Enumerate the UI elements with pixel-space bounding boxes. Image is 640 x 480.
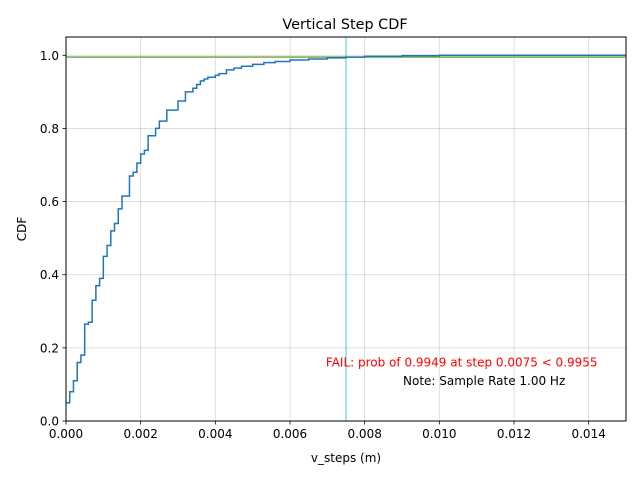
y-tick-label: 0.4 [40, 268, 59, 282]
x-tick-label: 0.002 [123, 427, 157, 441]
y-tick-label: 0.2 [40, 341, 59, 355]
x-tick-label: 0.008 [347, 427, 381, 441]
y-axis-ticks: 0.0 0.2 0.4 0.6 0.8 1.0 [40, 49, 66, 429]
x-axis-ticks: 0.000 0.002 0.004 0.006 0.008 0.010 0.012 0.014 [49, 421, 606, 441]
annotations: FAIL: prob of 0.9949 at step 0.0075 < 0.… [326, 355, 598, 387]
chart-title: Vertical Step CDF [282, 17, 407, 33]
x-axis-label: v_steps (m) [311, 451, 381, 465]
sample-rate-note: Note: Sample Rate 1.00 Hz [403, 374, 565, 388]
y-tick-label: 1.0 [40, 49, 59, 63]
y-tick-label: 0.0 [40, 415, 59, 429]
y-tick-label: 0.6 [40, 195, 59, 209]
x-tick-label: 0.006 [273, 427, 307, 441]
fail-annotation: FAIL: prob of 0.9949 at step 0.0075 < 0.… [326, 355, 598, 369]
x-tick-label: 0.014 [571, 427, 605, 441]
y-axis-label: CDF [15, 217, 29, 242]
x-tick-label: 0.012 [497, 427, 531, 441]
y-tick-label: 0.8 [40, 122, 59, 136]
x-tick-label: 0.000 [49, 427, 83, 441]
cdf-series-line [66, 54, 626, 404]
plot-frame [65, 36, 627, 422]
x-tick-label: 0.010 [422, 427, 456, 441]
series-layer [66, 54, 626, 404]
x-tick-label: 0.004 [198, 427, 232, 441]
